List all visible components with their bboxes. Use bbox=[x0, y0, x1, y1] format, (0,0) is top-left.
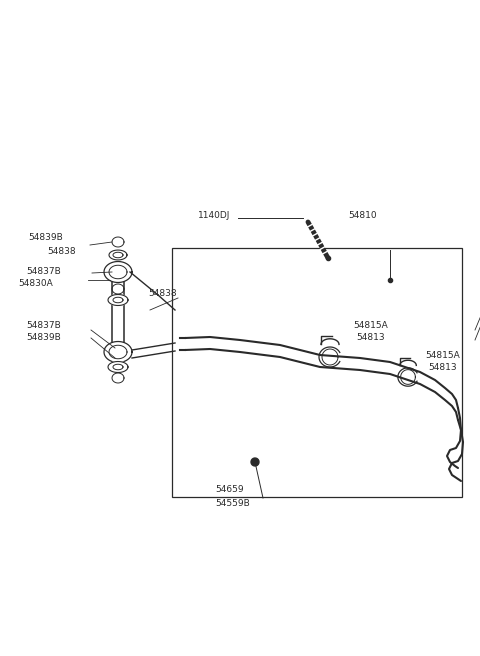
Text: 54837B: 54837B bbox=[26, 268, 61, 276]
Text: 1140DJ: 1140DJ bbox=[198, 211, 230, 220]
Polygon shape bbox=[108, 361, 128, 373]
Text: 54838: 54838 bbox=[148, 289, 177, 298]
Bar bbox=[172, 248, 462, 497]
Text: 54815A: 54815A bbox=[425, 350, 460, 359]
Text: 54659: 54659 bbox=[215, 485, 244, 495]
Text: 54830A: 54830A bbox=[18, 279, 53, 289]
Text: 54839B: 54839B bbox=[28, 234, 63, 243]
Polygon shape bbox=[251, 458, 259, 466]
Text: 54813: 54813 bbox=[428, 363, 456, 373]
Polygon shape bbox=[108, 295, 128, 306]
Text: 54815A: 54815A bbox=[353, 321, 388, 329]
Text: 54810: 54810 bbox=[348, 211, 377, 220]
Text: 54838: 54838 bbox=[47, 247, 76, 256]
Text: 54839B: 54839B bbox=[26, 333, 61, 342]
Text: 54837B: 54837B bbox=[26, 321, 61, 329]
Text: 54813: 54813 bbox=[356, 333, 384, 342]
Polygon shape bbox=[109, 250, 127, 260]
Text: 54559B: 54559B bbox=[215, 499, 250, 508]
